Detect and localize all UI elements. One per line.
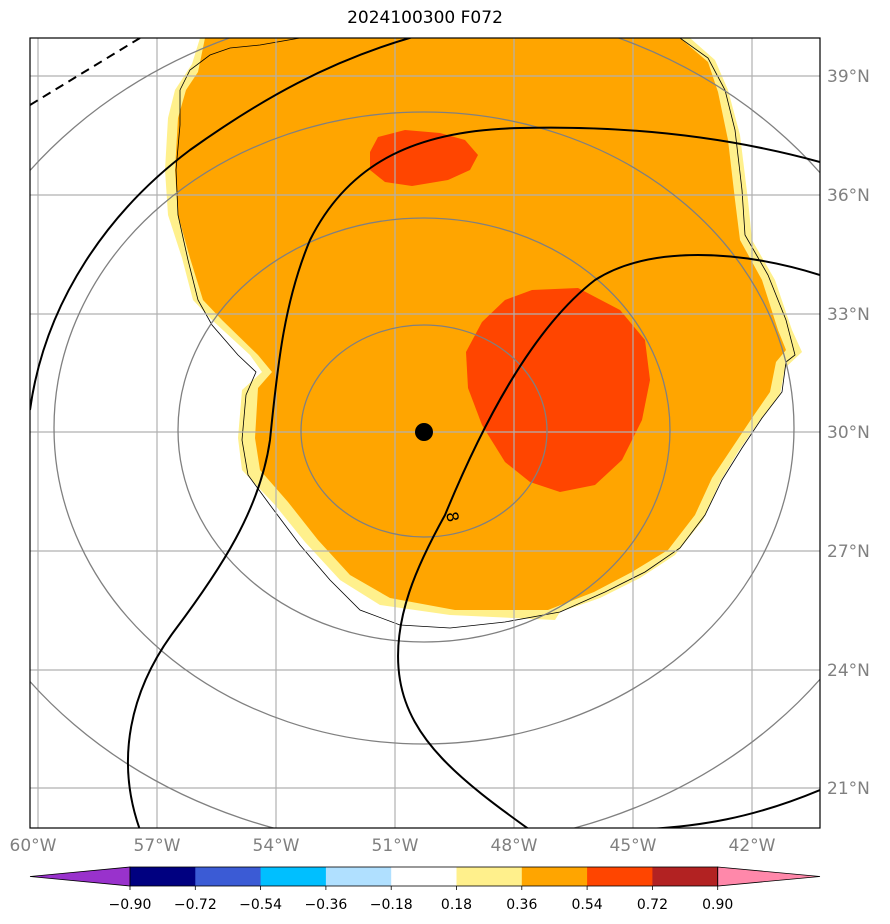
lat-tick: 33°N	[827, 305, 870, 325]
lat-tick: 39°N	[827, 67, 870, 87]
colorbar-tick-label: 0.72	[637, 897, 668, 913]
lon-tick: 54°W	[253, 836, 300, 856]
lon-tick: 45°W	[610, 836, 657, 856]
lat-tick: 21°N	[827, 779, 870, 799]
colorbar-swatch	[652, 867, 719, 886]
map-frame	[29, 37, 821, 829]
colorbar-swatch	[456, 867, 523, 886]
colorbar-swatch	[587, 867, 653, 886]
lat-tick-labels: 39°N 36°N 33°N 30°N 27°N 24°N 21°N	[827, 67, 870, 799]
colorbar-extend-left	[29, 866, 131, 887]
colorbar-swatch	[391, 867, 457, 886]
range-rings	[30, 38, 820, 828]
field-red-large	[466, 288, 650, 492]
lon-tick: 57°W	[134, 836, 181, 856]
lat-tick: 27°N	[827, 542, 870, 562]
colorbar-swatch	[521, 867, 588, 886]
colorbar-tick-label: 0.90	[702, 897, 733, 913]
contour-label: 8	[442, 510, 463, 524]
colorbar-swatch	[195, 867, 262, 886]
thin-boundary-contour	[175, 38, 796, 629]
storm-center-marker	[415, 423, 433, 441]
graticule	[30, 38, 820, 828]
colorbar-extend-right	[717, 866, 821, 887]
colorbar-tick-label: 0.36	[506, 897, 537, 913]
lon-tick-labels: 60°W 57°W 54°W 51°W 48°W 45°W 42°W	[10, 836, 776, 856]
lon-tick: 60°W	[10, 836, 57, 856]
colorbar-tick-label: 0.54	[572, 897, 603, 913]
colorbar-swatch	[130, 867, 196, 886]
colorbar: −0.90 −0.72 −0.54 −0.36 −0.18 0.18 0.36 0.54 0.7…	[29, 866, 821, 913]
lat-tick: 30°N	[827, 423, 870, 443]
lat-tick: 36°N	[827, 186, 870, 206]
lon-tick: 48°W	[491, 836, 538, 856]
colorbar-tick-label: −0.90	[109, 897, 152, 913]
colorbar-frame	[129, 866, 719, 887]
lon-tick: 42°W	[729, 836, 776, 856]
map-area	[30, 38, 820, 828]
lon-tick: 51°W	[372, 836, 419, 856]
colorbar-tick-label: 0.18	[441, 897, 472, 913]
colorbar-tick-label: −0.36	[304, 897, 347, 913]
contour-lines	[30, 38, 820, 828]
lat-tick: 24°N	[827, 661, 870, 681]
colorbar-tick-label: −0.54	[239, 897, 282, 913]
colorbar-swatch	[260, 867, 327, 886]
colorbar-tick-label: −0.18	[370, 897, 413, 913]
field-red-small	[370, 130, 478, 186]
colorbar-swatch	[325, 867, 392, 886]
map-title: 2024100300 F072	[347, 8, 503, 28]
colorbar-tick-label: −0.72	[174, 897, 217, 913]
